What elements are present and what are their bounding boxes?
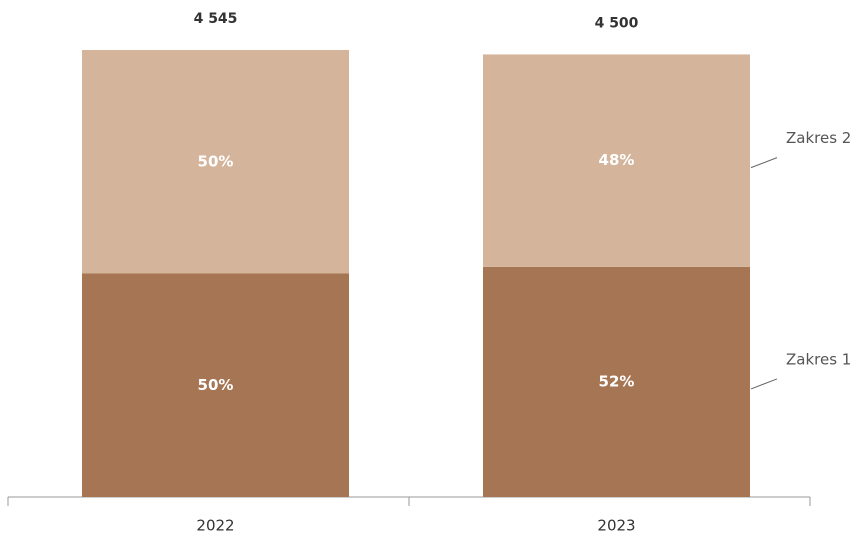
segment-label: 50% [198, 376, 234, 394]
legend-leader [750, 378, 778, 390]
total-label: 4 545 [194, 11, 238, 27]
legend-leader [750, 157, 778, 169]
bar-segment [483, 54, 750, 267]
segment-label: 50% [198, 152, 234, 170]
bar-segment [483, 266, 750, 497]
x-tick-label: 2022 [196, 517, 234, 534]
bar-segment [82, 273, 349, 497]
legend-label: Zakres 1 [786, 350, 851, 368]
segment-label: 52% [599, 372, 635, 390]
total-label: 4 500 [595, 15, 639, 31]
legend-label: Zakres 2 [786, 129, 851, 147]
x-tick-label: 2023 [597, 517, 635, 534]
segment-label: 48% [599, 151, 635, 169]
bar-segment [82, 50, 349, 274]
